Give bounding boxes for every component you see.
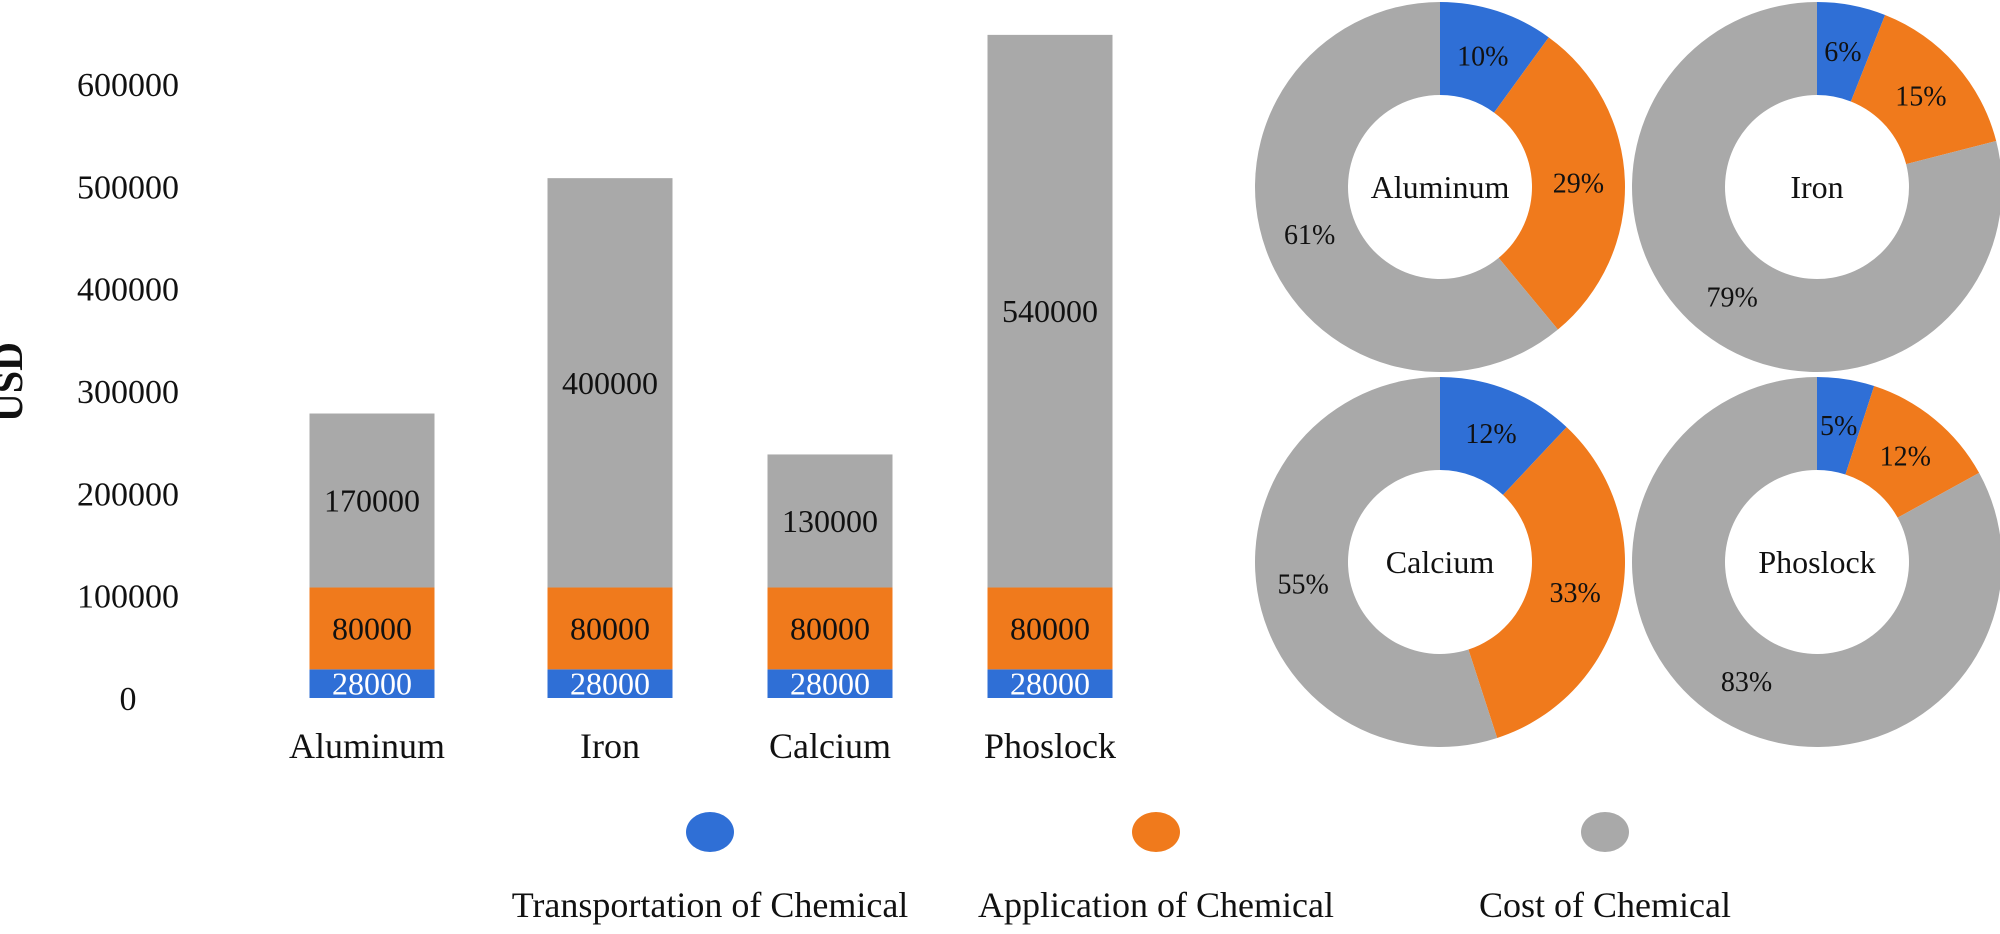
legend-item: Application of Chemical bbox=[978, 812, 1334, 925]
bar-data-label: 80000 bbox=[570, 610, 650, 646]
y-tick-label: 100000 bbox=[77, 579, 179, 616]
y-tick-label: 300000 bbox=[77, 374, 179, 411]
bar-segment bbox=[987, 669, 1113, 698]
y-tick-label: 200000 bbox=[77, 476, 179, 513]
bar-data-label: 80000 bbox=[332, 610, 412, 646]
donut-center-label: Aluminum bbox=[1371, 169, 1510, 205]
bar-segment bbox=[309, 587, 435, 670]
x-category-label: Phoslock bbox=[984, 726, 1116, 766]
bar-segment bbox=[987, 587, 1113, 670]
donut-slice bbox=[1440, 377, 1567, 495]
donut-slice-label: 10% bbox=[1457, 41, 1508, 72]
donut-center-label: Phoslock bbox=[1758, 544, 1875, 580]
donut-chart-aluminum: 10% 29% 61% Aluminum bbox=[1255, 2, 1626, 372]
donut-slice-label: 79% bbox=[1706, 282, 1757, 313]
donut-slice bbox=[1850, 14, 1997, 165]
donut-center-label: Calcium bbox=[1386, 544, 1495, 580]
donut-charts: 10% 29% 61% Aluminum 6% 15% 79% Iron 12% 33% 55% Ca… bbox=[1254, 2, 2000, 748]
y-tick-label: 600000 bbox=[77, 67, 179, 104]
stacked-bars: 28000 80000 170000 28000 80000 400000 28000 800… bbox=[309, 34, 1113, 702]
donut-slice-label: 12% bbox=[1465, 419, 1516, 450]
donut-slice bbox=[1255, 2, 1558, 372]
donut-chart-iron: 6% 15% 79% Iron bbox=[1632, 2, 2000, 372]
y-tick-label: 500000 bbox=[77, 169, 179, 206]
donut-slice-label: 29% bbox=[1553, 169, 1604, 200]
bar-segment bbox=[767, 587, 893, 670]
donut-slice bbox=[1468, 427, 1625, 738]
bar-data-label: 28000 bbox=[332, 666, 412, 702]
bar-segment bbox=[767, 669, 893, 698]
legend-label: Transportation of Chemical bbox=[512, 885, 909, 925]
donut-center-label: Iron bbox=[1790, 169, 1843, 205]
donut-slice-label: 61% bbox=[1284, 220, 1335, 251]
bar-data-label: 170000 bbox=[324, 482, 420, 518]
donut-slice-label: 12% bbox=[1880, 441, 1931, 472]
donut-slice-label: 6% bbox=[1824, 37, 1861, 68]
legend-swatch bbox=[1132, 812, 1180, 852]
bar-data-label: 28000 bbox=[570, 666, 650, 702]
legend-swatch bbox=[686, 812, 734, 852]
legend-label: Application of Chemical bbox=[978, 885, 1334, 925]
x-category-label: Iron bbox=[580, 726, 640, 766]
legend-item: Cost of Chemical bbox=[1479, 812, 1731, 925]
bar-segment bbox=[309, 669, 435, 698]
bar-data-label: 80000 bbox=[790, 610, 870, 646]
x-category-label: Aluminum bbox=[289, 726, 445, 766]
donut-slice bbox=[1632, 377, 2000, 747]
bar-data-label: 28000 bbox=[1010, 666, 1090, 702]
donut-slice bbox=[1817, 2, 1886, 102]
donut-slice bbox=[1494, 37, 1626, 330]
x-category-label: Calcium bbox=[769, 726, 891, 766]
legend-item: Transportation of Chemical bbox=[512, 812, 909, 925]
bar-data-label: 80000 bbox=[1010, 610, 1090, 646]
y-axis-ticks: 0 100000 200000 300000 400000 500000 600000 bbox=[77, 67, 179, 718]
donut-slice bbox=[1632, 2, 2000, 372]
bar-data-label: 28000 bbox=[790, 666, 870, 702]
bar-segment bbox=[309, 413, 435, 588]
bar-segment bbox=[767, 454, 893, 588]
legend-label: Cost of Chemical bbox=[1479, 885, 1731, 925]
donut-slice-label: 33% bbox=[1550, 578, 1601, 609]
legend: Transportation of Chemical Application of… bbox=[512, 812, 1731, 925]
donut-chart-phoslock: 5% 12% 83% Phoslock bbox=[1632, 377, 2000, 747]
bar-segment bbox=[547, 587, 673, 670]
bar-data-label: 540000 bbox=[1002, 293, 1098, 329]
donut-slice bbox=[1817, 377, 1875, 475]
x-axis-categories: Aluminum Iron Calcium Phoslock bbox=[289, 726, 1116, 766]
bar-data-label: 400000 bbox=[562, 365, 658, 401]
y-axis-label: USD bbox=[0, 342, 31, 422]
donut-slice bbox=[1254, 377, 1498, 748]
donut-slice-label: 83% bbox=[1721, 667, 1772, 698]
bar-segment bbox=[987, 34, 1113, 588]
bar-data-label: 130000 bbox=[782, 503, 878, 539]
bar-segment bbox=[547, 669, 673, 698]
donut-slice-label: 15% bbox=[1895, 81, 1946, 112]
donut-slice bbox=[1845, 386, 1980, 518]
y-tick-label: 0 bbox=[120, 681, 137, 718]
y-tick-label: 400000 bbox=[77, 272, 179, 309]
donut-slice-label: 5% bbox=[1820, 411, 1857, 442]
donut-chart-calcium: 12% 33% 55% Calcium bbox=[1254, 377, 1625, 748]
donut-slice-label: 55% bbox=[1278, 570, 1329, 601]
bar-segment bbox=[547, 178, 673, 588]
donut-slice bbox=[1440, 2, 1549, 113]
legend-swatch bbox=[1581, 812, 1629, 852]
